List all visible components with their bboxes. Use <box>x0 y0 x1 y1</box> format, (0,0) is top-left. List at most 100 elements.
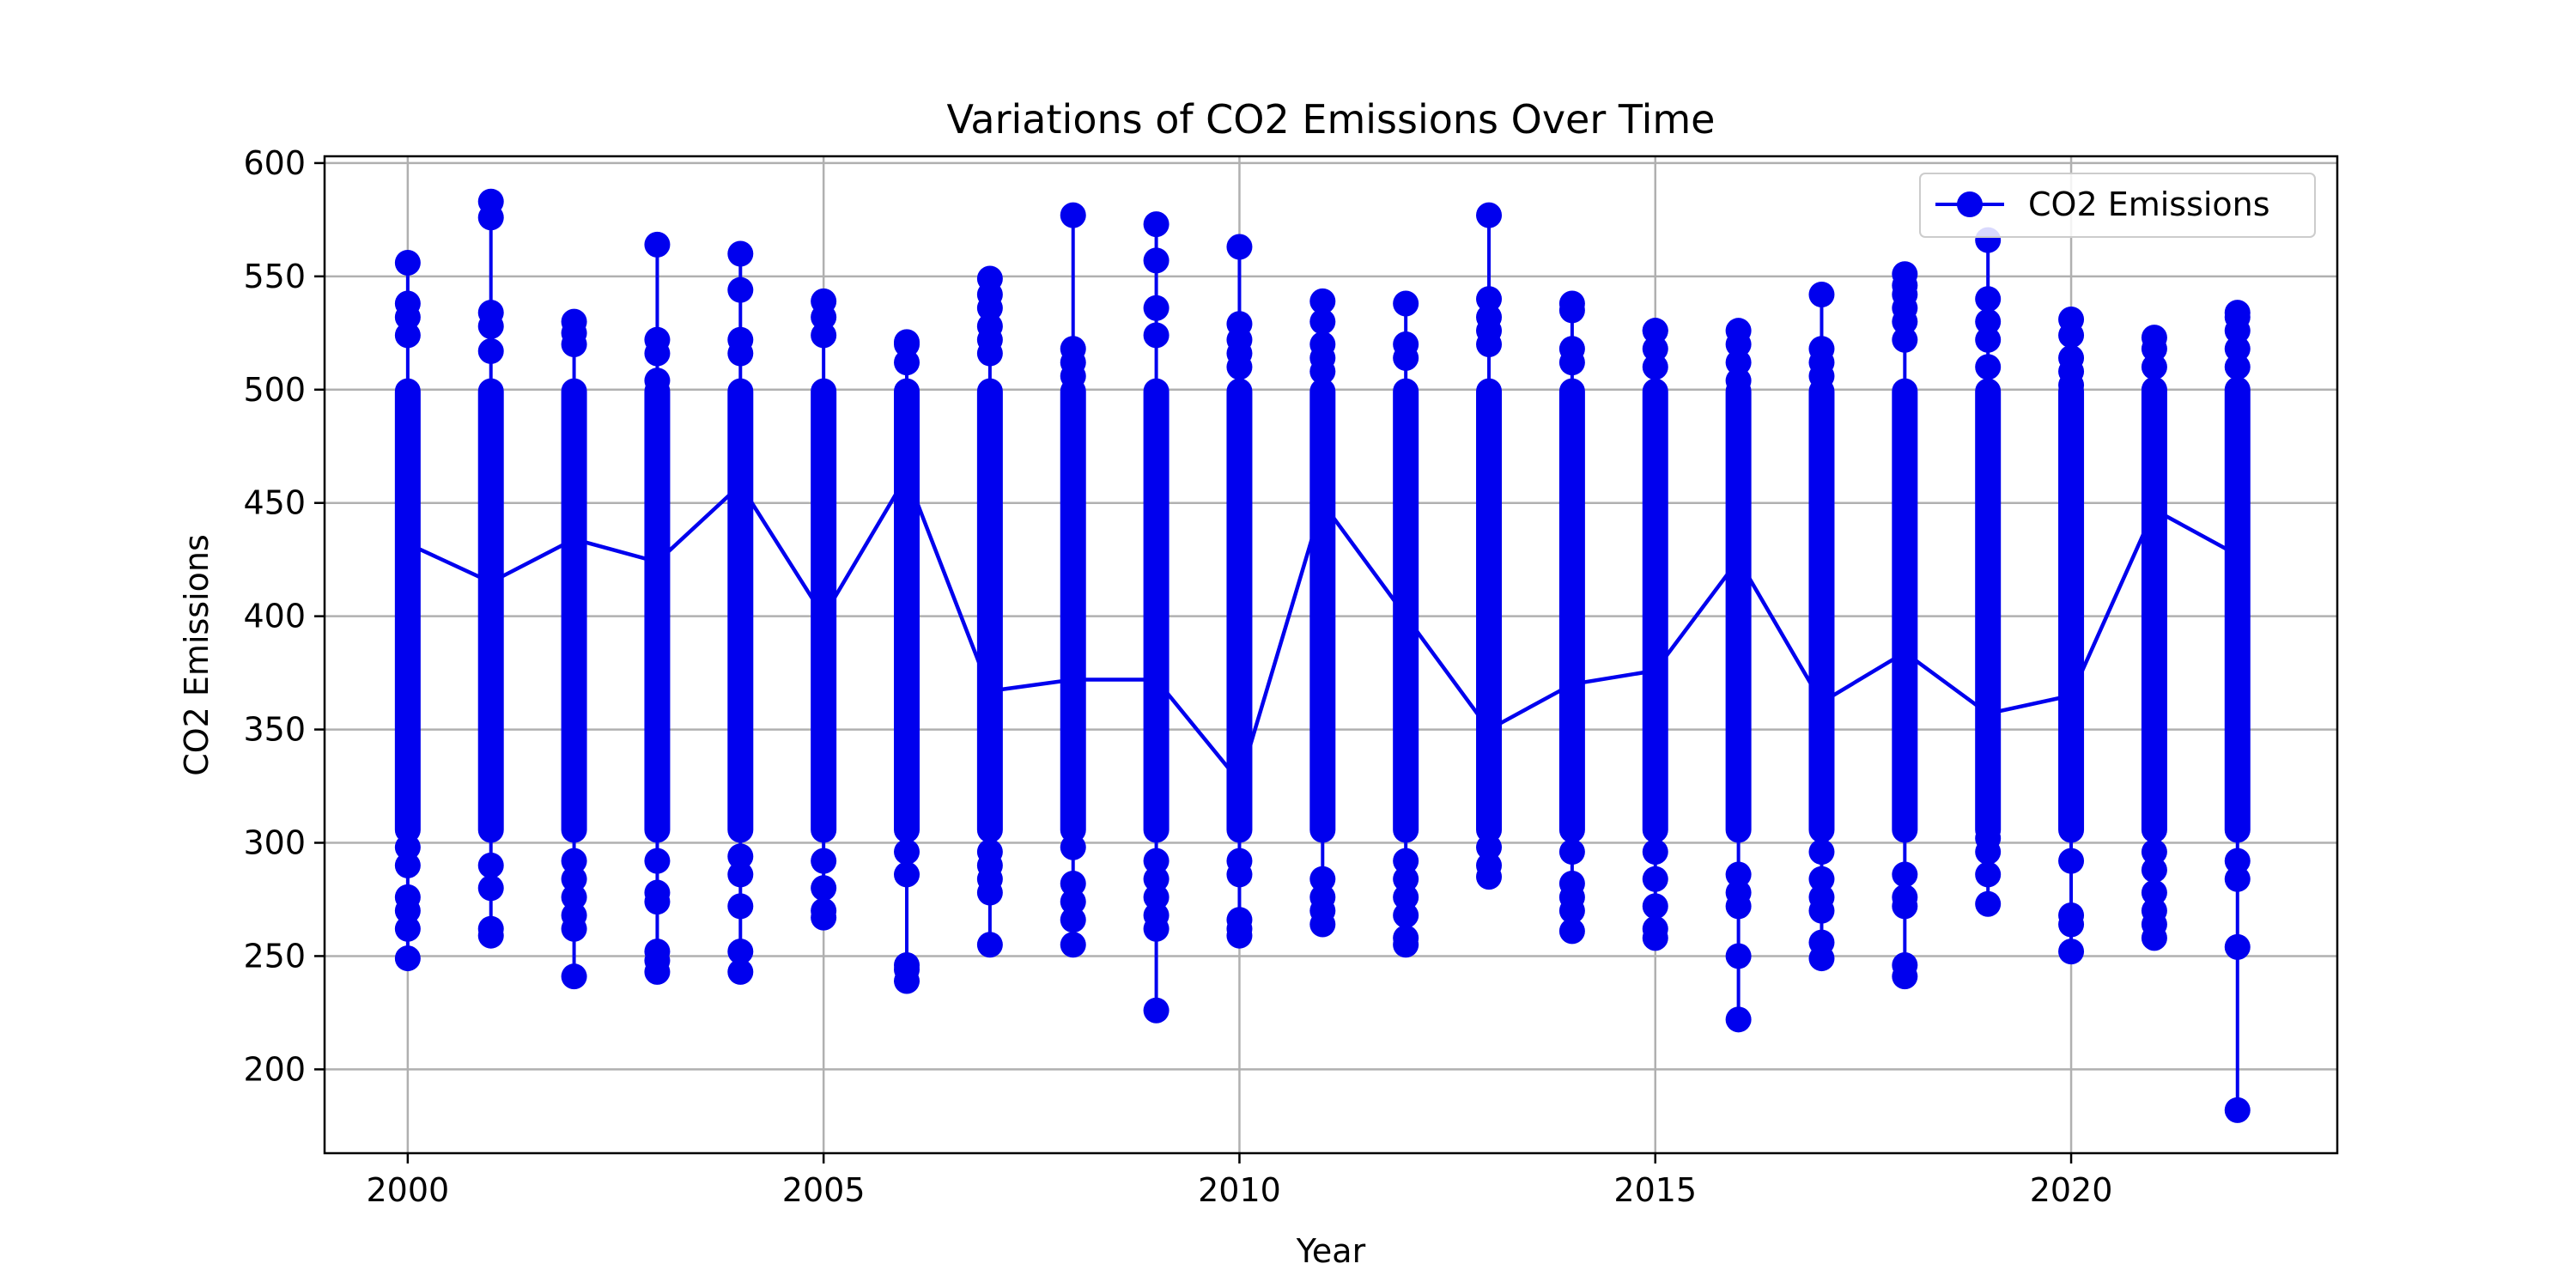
point-2018-10 <box>1892 261 1917 287</box>
marker-band-2011 <box>1309 379 1335 843</box>
point-2013-1 <box>1476 835 1502 860</box>
point-2000-4 <box>395 835 421 860</box>
point-2012-7 <box>1393 932 1419 957</box>
point-2002-8 <box>562 309 587 335</box>
point-2011-5 <box>1309 331 1335 357</box>
year-group-2019 <box>1975 228 2001 917</box>
x-tick-label-2020: 2020 <box>2030 1171 2113 1209</box>
marker-band-2019 <box>1975 379 2001 843</box>
point-2007-3 <box>977 839 1003 865</box>
point-2020-1 <box>2058 902 2084 928</box>
x-axis-title: Year <box>1296 1232 1366 1270</box>
x-tick-label-2015: 2015 <box>1613 1171 1697 1209</box>
y-axis-title: CO2 Emissions <box>178 534 216 776</box>
marker-band-2013 <box>1476 379 1502 843</box>
point-2004-3 <box>727 843 753 869</box>
point-2014-5 <box>1559 336 1585 361</box>
point-2015-1 <box>1643 893 1668 919</box>
marker-band-2002 <box>562 379 587 843</box>
point-2017-7 <box>1808 336 1834 361</box>
year-group-2004 <box>727 240 753 984</box>
year-group-2009 <box>1144 211 1170 1024</box>
point-2019-0 <box>1975 861 2001 887</box>
marker-band-2003 <box>644 379 670 843</box>
marker-band-2005 <box>811 379 836 843</box>
point-2022-0 <box>2225 934 2251 960</box>
legend-marker-sample <box>1957 191 1983 217</box>
marker-band-2015 <box>1643 379 1668 843</box>
point-2018-9 <box>1892 963 1917 989</box>
point-2007-10 <box>977 265 1003 291</box>
marker-band-2001 <box>478 379 504 843</box>
point-2019-2 <box>1975 825 2001 851</box>
point-2005-1 <box>811 875 836 901</box>
point-2008-6 <box>1060 336 1086 361</box>
point-2011-7 <box>1309 911 1335 937</box>
point-2016-3 <box>1726 861 1752 887</box>
legend: CO2 Emissions <box>1920 173 2315 237</box>
point-2014-8 <box>1559 291 1585 317</box>
y-tick-label-400: 400 <box>243 598 306 635</box>
chart-title: Variations of CO2 Emissions Over Time <box>947 96 1716 143</box>
point-2022-3 <box>2225 377 2251 403</box>
point-2017-9 <box>1808 282 1834 307</box>
point-2008-7 <box>1060 932 1086 957</box>
x-tick-label-2005: 2005 <box>782 1171 866 1209</box>
point-2001-3 <box>478 338 504 364</box>
point-2003-5 <box>644 368 670 393</box>
point-2015-2 <box>1643 866 1668 892</box>
point-2000-8 <box>395 945 421 971</box>
marker-band-2004 <box>727 379 753 843</box>
marker-band-2022 <box>2225 379 2251 843</box>
point-2017-3 <box>1808 866 1834 892</box>
marker-band-2012 <box>1393 379 1419 843</box>
marker-band-2016 <box>1726 379 1752 843</box>
point-2014-2 <box>1559 871 1585 896</box>
year-group-2021 <box>2142 325 2167 951</box>
y-tick-label-500: 500 <box>243 371 306 409</box>
point-2016-8 <box>1726 318 1752 343</box>
point-2004-1 <box>727 893 753 919</box>
y-tick-label-250: 250 <box>243 937 306 975</box>
point-2000-9 <box>395 250 421 276</box>
point-2006-2 <box>894 861 920 887</box>
point-2001-8 <box>478 189 504 215</box>
x-tick-label-2010: 2010 <box>1198 1171 1281 1209</box>
point-2016-7 <box>1726 1006 1752 1032</box>
point-2011-8 <box>1309 289 1335 314</box>
point-2010-3 <box>1226 848 1252 874</box>
point-2018-3 <box>1892 861 1917 887</box>
point-2000-7 <box>395 291 421 317</box>
marker-band-2020 <box>2058 379 2084 843</box>
point-2008-2 <box>1060 871 1086 896</box>
legend-label: CO2 Emissions <box>2028 185 2270 223</box>
year-group-2013 <box>1476 203 1502 890</box>
point-2013-5 <box>1476 286 1502 312</box>
point-2020-8 <box>2058 307 2084 332</box>
y-tick-label-350: 350 <box>243 711 306 749</box>
y-tick-label-450: 450 <box>243 484 306 522</box>
point-2009-4 <box>1144 848 1170 874</box>
y-tick-label-200: 200 <box>243 1050 306 1088</box>
point-2003-8 <box>644 959 670 985</box>
point-2003-3 <box>644 880 670 906</box>
point-2019-5 <box>1975 309 2001 335</box>
year-group-2012 <box>1393 291 1419 958</box>
point-2017-8 <box>1808 945 1834 971</box>
point-2007-9 <box>977 932 1003 957</box>
point-2003-9 <box>644 232 670 258</box>
point-2003-4 <box>644 848 670 874</box>
point-2001-7 <box>478 923 504 949</box>
point-2014-7 <box>1559 918 1585 944</box>
point-2005-2 <box>811 848 836 874</box>
point-2012-4 <box>1393 848 1419 874</box>
marker-band-2007 <box>977 379 1003 843</box>
point-2020-7 <box>2058 939 2084 964</box>
point-2020-5 <box>2058 345 2084 371</box>
point-2000-2 <box>395 884 421 910</box>
year-group-2014 <box>1559 291 1585 945</box>
marker-band-2021 <box>2142 379 2167 843</box>
point-2009-5 <box>1144 322 1170 348</box>
point-2009-6 <box>1144 295 1170 321</box>
year-group-2002 <box>562 309 587 990</box>
